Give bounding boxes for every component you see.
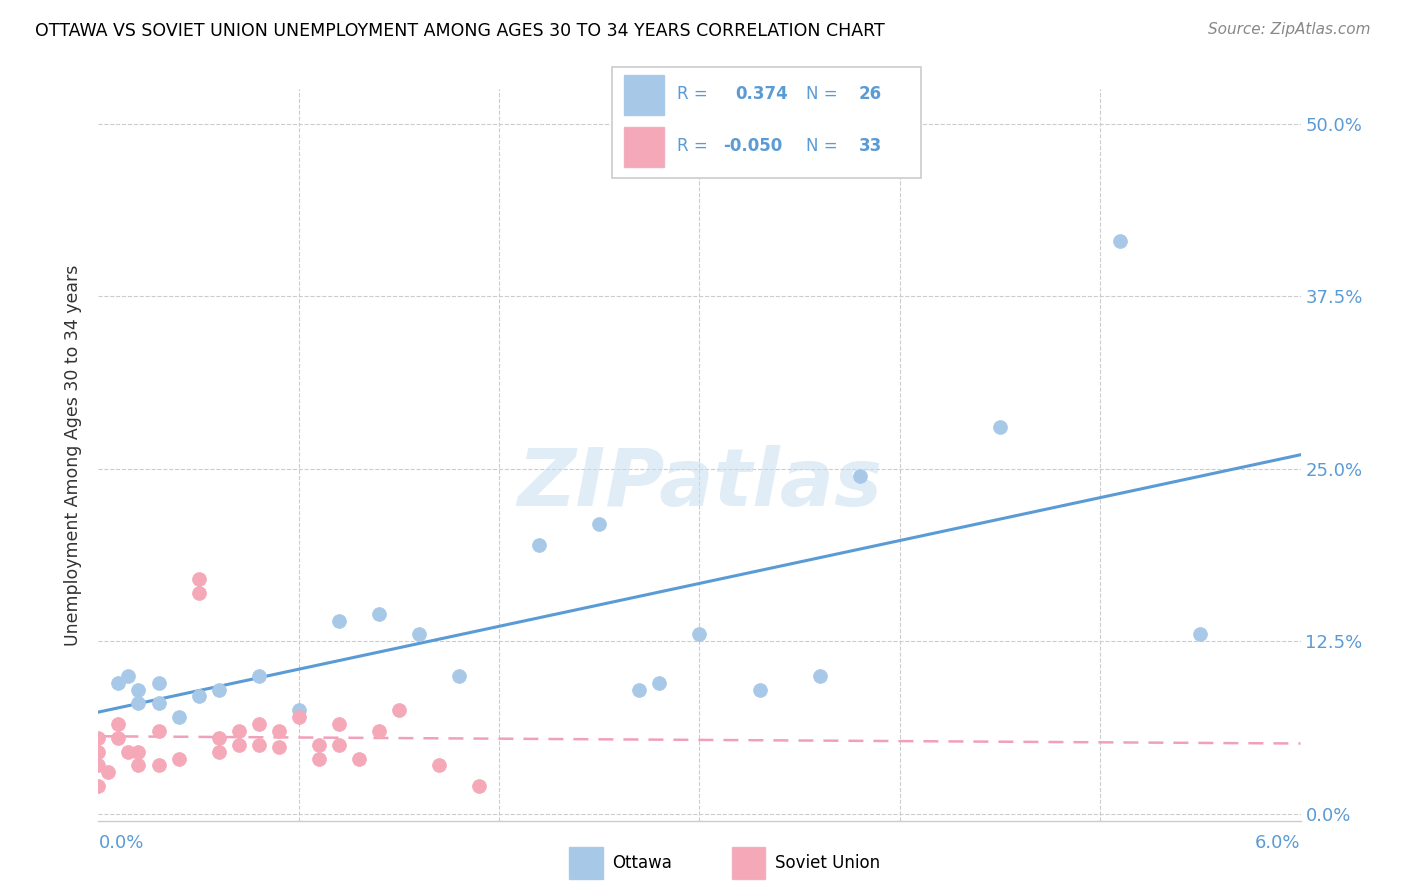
Point — [208, 745, 231, 759]
Text: -0.050: -0.050 — [723, 136, 782, 154]
Point — [87, 745, 110, 759]
Text: 0.0%: 0.0% — [98, 834, 143, 852]
FancyBboxPatch shape — [624, 128, 664, 168]
Point — [748, 682, 770, 697]
Point — [247, 738, 270, 752]
Point — [288, 710, 311, 724]
Text: 6.0%: 6.0% — [1256, 834, 1301, 852]
Point — [128, 696, 150, 710]
Point — [208, 682, 231, 697]
Point — [187, 586, 209, 600]
Point — [87, 758, 110, 772]
FancyBboxPatch shape — [612, 67, 921, 178]
FancyBboxPatch shape — [569, 847, 603, 880]
Text: 33: 33 — [859, 136, 883, 154]
Point — [988, 420, 1011, 434]
Point — [117, 745, 139, 759]
Point — [267, 723, 290, 738]
Point — [689, 627, 711, 641]
Text: 0.374: 0.374 — [735, 86, 789, 103]
Point — [148, 758, 170, 772]
Text: ZIPatlas: ZIPatlas — [517, 445, 882, 524]
Point — [308, 751, 330, 765]
Point — [128, 745, 150, 759]
Point — [117, 669, 139, 683]
Point — [247, 669, 270, 683]
Y-axis label: Unemployment Among Ages 30 to 34 years: Unemployment Among Ages 30 to 34 years — [65, 264, 83, 646]
Point — [588, 516, 610, 531]
Point — [187, 572, 209, 586]
Point — [368, 723, 391, 738]
Point — [187, 690, 209, 704]
Point — [368, 607, 391, 621]
Point — [447, 669, 470, 683]
Point — [849, 468, 872, 483]
Point — [628, 682, 651, 697]
Text: Soviet Union: Soviet Union — [775, 854, 880, 872]
Point — [808, 669, 831, 683]
Point — [87, 731, 110, 745]
Point — [107, 731, 129, 745]
FancyBboxPatch shape — [731, 847, 765, 880]
Point — [1189, 627, 1212, 641]
Point — [208, 731, 231, 745]
Text: 26: 26 — [859, 86, 882, 103]
Point — [267, 740, 290, 755]
Point — [328, 614, 350, 628]
Text: Ottawa: Ottawa — [612, 854, 672, 872]
FancyBboxPatch shape — [624, 75, 664, 115]
Point — [148, 696, 170, 710]
Point — [388, 703, 411, 717]
Text: R =: R = — [676, 86, 707, 103]
Point — [167, 710, 190, 724]
Point — [328, 717, 350, 731]
Point — [529, 538, 551, 552]
Point — [228, 723, 250, 738]
Text: N =: N = — [807, 86, 838, 103]
Point — [468, 779, 491, 793]
Point — [408, 627, 430, 641]
Text: OTTAWA VS SOVIET UNION UNEMPLOYMENT AMONG AGES 30 TO 34 YEARS CORRELATION CHART: OTTAWA VS SOVIET UNION UNEMPLOYMENT AMON… — [35, 22, 884, 40]
Point — [87, 779, 110, 793]
Point — [427, 758, 450, 772]
Point — [328, 738, 350, 752]
Point — [128, 682, 150, 697]
Point — [97, 765, 120, 780]
Point — [347, 751, 370, 765]
Point — [1109, 234, 1132, 248]
Point — [648, 675, 671, 690]
Point — [128, 758, 150, 772]
Point — [228, 738, 250, 752]
Text: Source: ZipAtlas.com: Source: ZipAtlas.com — [1208, 22, 1371, 37]
Point — [148, 723, 170, 738]
Point — [107, 717, 129, 731]
Point — [148, 675, 170, 690]
Text: N =: N = — [807, 136, 838, 154]
Text: R =: R = — [676, 136, 707, 154]
Point — [167, 751, 190, 765]
Point — [308, 738, 330, 752]
Point — [107, 675, 129, 690]
Point — [288, 703, 311, 717]
Point — [247, 717, 270, 731]
